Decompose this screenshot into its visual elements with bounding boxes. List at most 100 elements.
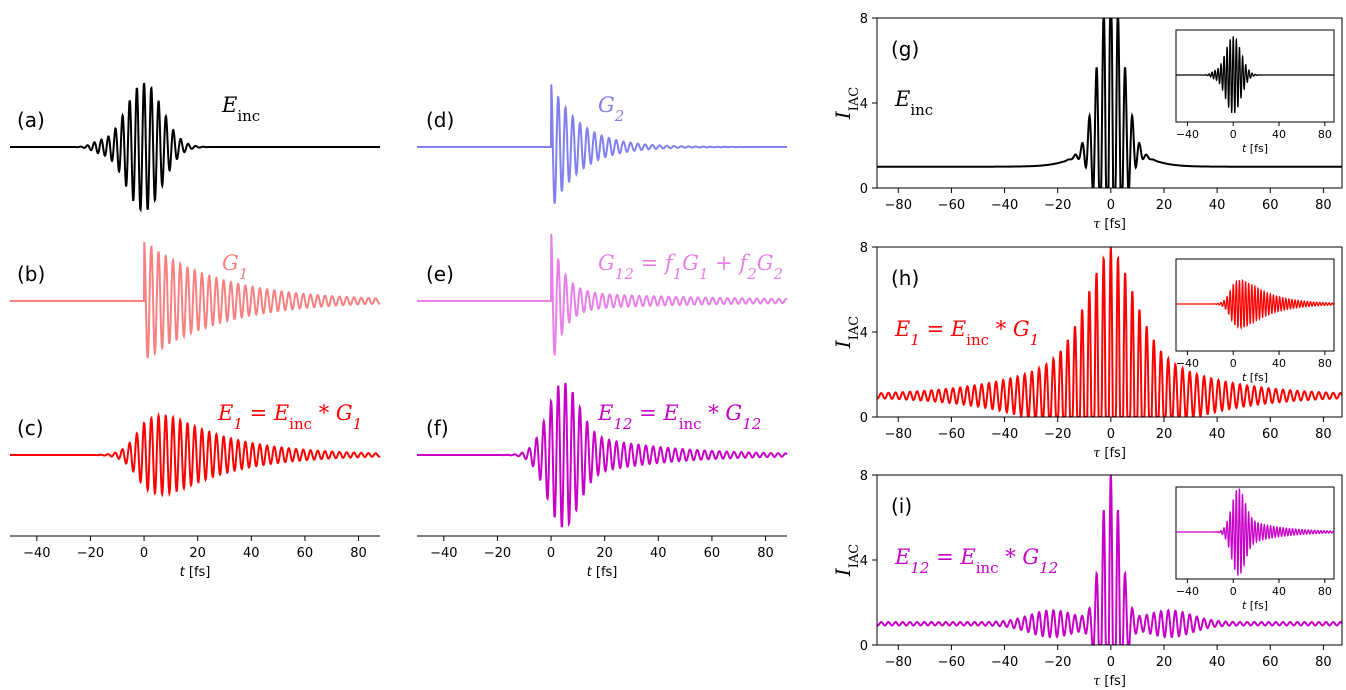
inset-i: −40 0 40 80 t [fs]	[1175, 486, 1335, 612]
inset-frame	[1175, 29, 1335, 123]
x-axis-label: t [fs]	[587, 565, 618, 580]
x-tick-label: 0	[1107, 427, 1115, 442]
x-axis-label: τ [fs]	[1093, 217, 1126, 232]
iac-trace-g	[877, 18, 1342, 188]
x-tick-label: 0	[547, 546, 555, 561]
equation-b: G1	[222, 251, 248, 283]
x-tick-label: 40	[650, 546, 667, 561]
panel-label-e: (e)	[426, 262, 454, 286]
inset-x-tick-label: 40	[1272, 585, 1286, 598]
x-tick-label: −40	[991, 427, 1018, 442]
y-tick-label: 0	[860, 182, 868, 197]
y-tick-label: 8	[860, 469, 868, 484]
equation-g: Einc	[894, 87, 933, 119]
x-tick-label: −20	[77, 546, 104, 561]
inset-trace-h	[1176, 279, 1335, 331]
inset-h: −40 0 40 80 t [fs]	[1175, 258, 1335, 384]
x-axis-label: τ [fs]	[1093, 446, 1126, 461]
iac-trace-i	[877, 475, 1342, 645]
x-tick-label: −40	[430, 546, 457, 561]
y-tick-label: 8	[860, 241, 868, 256]
inset-frame	[1175, 258, 1335, 352]
x-tick-label: 20	[1156, 198, 1173, 213]
x-tick-label: −40	[991, 655, 1018, 670]
waveform-a	[10, 82, 380, 213]
inset-trace-g	[1176, 36, 1334, 113]
inset-x-tick-label: 0	[1230, 128, 1237, 141]
equation-h: E1 = Einc * G1	[894, 317, 1039, 349]
inset-x-tick-label: −40	[1176, 585, 1199, 598]
left-column: (a) (b) (c) −40 −20 0 20 40 60 80 t [fs]	[10, 82, 381, 580]
y-axis-label: IIAC	[831, 87, 862, 120]
panel-label-d: (d)	[426, 108, 454, 132]
x-tick-label: 20	[189, 546, 206, 561]
equation-e: G12 = f1G1 + f2G2	[598, 251, 783, 283]
waveform-b	[10, 241, 381, 359]
waveform-c	[10, 411, 381, 498]
panel-c: (c)	[10, 411, 381, 498]
inset-x-tick-label: −40	[1176, 357, 1199, 370]
x-tick-label: 80	[1315, 427, 1332, 442]
x-tick-label: −80	[885, 427, 912, 442]
x-tick-label: −80	[885, 198, 912, 213]
x-tick-label: 0	[1107, 655, 1115, 670]
x-tick-label: −40	[991, 198, 1018, 213]
equation-a: Einc	[221, 93, 260, 125]
y-tick-label: 4	[860, 97, 868, 112]
equation-c: E1 = Einc * G1	[217, 401, 362, 433]
x-tick-label: −60	[938, 198, 965, 213]
x-tick-label: −20	[1044, 655, 1071, 670]
panel-h: −80 −60 −40 −20 0 20 40 60 80 τ [fs] 0 4 8 IIAC (h) E1 …	[831, 241, 1343, 461]
x-axis-label: t [fs]	[180, 565, 211, 580]
y-tick-label: 4	[860, 554, 868, 569]
x-tick-label: 0	[1107, 198, 1115, 213]
y-tick-label: 0	[860, 639, 868, 654]
x-tick-label: 40	[1209, 198, 1226, 213]
equation-i: E12 = Einc * G12	[894, 545, 1058, 577]
y-axis-label: IIAC	[831, 316, 862, 349]
inset-x-tick-label: 80	[1318, 585, 1332, 598]
panel-a: (a)	[10, 82, 380, 213]
plot-area	[877, 475, 1342, 645]
x-tick-label: 40	[243, 546, 260, 561]
panel-label-c: (c)	[17, 416, 44, 440]
x-tick-label: −20	[484, 546, 511, 561]
x-tick-label: −20	[1044, 198, 1071, 213]
inset-x-tick-label: 40	[1272, 128, 1286, 141]
x-tick-label: 60	[297, 546, 314, 561]
x-tick-label: 0	[140, 546, 148, 561]
panel-b: (b)	[10, 241, 381, 359]
waveform-f	[417, 382, 788, 528]
panel-label-a: (a)	[17, 108, 45, 132]
panel-i: −80 −60 −40 −20 0 20 40 60 80 τ [fs] 0 4 8 IIAC (i) E12…	[831, 469, 1343, 689]
x-tick-label: 80	[1315, 198, 1332, 213]
x-tick-label: −80	[885, 655, 912, 670]
waveform-e	[417, 233, 788, 357]
x-tick-label: −20	[1044, 427, 1071, 442]
inset-x-axis-label: t [fs]	[1242, 599, 1268, 612]
x-tick-label: 60	[704, 546, 721, 561]
x-tick-label: −60	[938, 427, 965, 442]
y-axis-label: IIAC	[831, 544, 862, 577]
x-tick-label: 80	[757, 546, 774, 561]
panel-label-i: (i)	[891, 494, 912, 518]
panel-label-g: (g)	[891, 37, 919, 61]
x-tick-label: 60	[1262, 655, 1279, 670]
x-tick-label: 40	[1209, 427, 1226, 442]
plot-area	[877, 247, 1342, 417]
panel-label-f: (f)	[426, 416, 449, 440]
x-tick-label: −40	[23, 546, 50, 561]
panel-label-h: (h)	[891, 266, 919, 290]
panel-g: −80 −60 −40 −20 0 20 40 60 80 τ [fs] 0 4 8 IIAC (g) Ein…	[831, 12, 1343, 232]
x-tick-label: 40	[1209, 655, 1226, 670]
equation-f: E12 = Einc * G12	[597, 401, 761, 433]
inset-trace-i	[1176, 488, 1335, 576]
x-tick-label: 20	[1156, 655, 1173, 670]
inset-x-axis-label: t [fs]	[1242, 371, 1268, 384]
equation-d: G2	[598, 93, 624, 125]
y-tick-label: 0	[860, 411, 868, 426]
inset-x-tick-label: 80	[1318, 128, 1332, 141]
inset-x-tick-label: 0	[1230, 357, 1237, 370]
x-tick-label: −60	[938, 655, 965, 670]
x-axis-label: τ [fs]	[1093, 674, 1126, 689]
